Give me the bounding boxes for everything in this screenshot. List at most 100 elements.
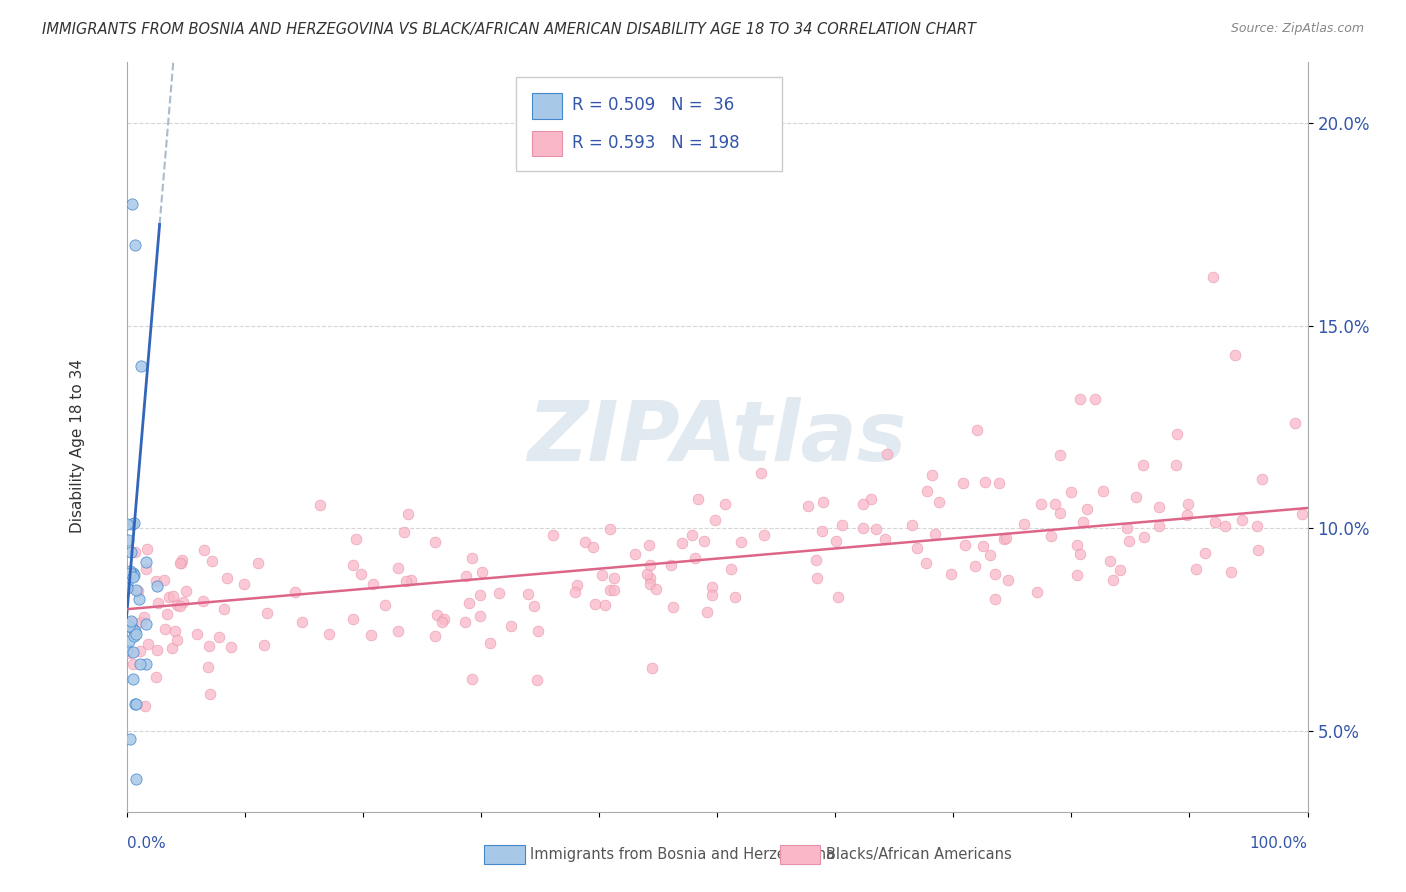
Point: [865, 522, 887, 536]
Point: [1066, 538, 1088, 552]
Point: [1213, 519, 1236, 533]
Point: [454, 615, 477, 629]
Point: [751, 467, 773, 481]
Point: [350, 566, 373, 581]
Point: [638, 576, 661, 591]
Point: [128, 591, 150, 606]
Point: [574, 534, 596, 549]
Point: [169, 556, 191, 570]
Point: [972, 539, 994, 553]
Point: [852, 521, 875, 535]
Point: [219, 640, 242, 655]
Point: [115, 643, 138, 657]
Point: [118, 646, 141, 660]
Point: [541, 527, 564, 541]
Point: [526, 673, 548, 687]
Point: [901, 517, 924, 532]
Point: [318, 626, 340, 640]
Point: [120, 545, 142, 559]
Point: [1202, 270, 1225, 285]
FancyBboxPatch shape: [485, 845, 524, 864]
Text: Immigrants from Bosnia and Herzegovina: Immigrants from Bosnia and Herzegovina: [530, 847, 835, 862]
Point: [197, 659, 219, 673]
Point: [430, 615, 453, 629]
Point: [1049, 449, 1071, 463]
Point: [637, 538, 659, 552]
Point: [1125, 490, 1147, 504]
Point: [1175, 508, 1198, 523]
Text: Source: ZipAtlas.com: Source: ZipAtlas.com: [1230, 22, 1364, 36]
Point: [197, 639, 219, 653]
Point: [952, 475, 974, 490]
Point: [645, 582, 668, 596]
Point: [122, 657, 145, 671]
Point: [174, 583, 197, 598]
Point: [134, 698, 156, 713]
Point: [478, 636, 501, 650]
Point: [117, 633, 139, 648]
Point: [1066, 567, 1088, 582]
Point: [471, 565, 494, 579]
Point: [1118, 533, 1140, 548]
Point: [523, 599, 546, 613]
Point: [152, 573, 174, 587]
Point: [135, 562, 157, 576]
Point: [132, 610, 155, 624]
Text: 0.0%: 0.0%: [127, 836, 166, 851]
Point: [824, 533, 846, 548]
Point: [1069, 392, 1091, 406]
Point: [186, 626, 208, 640]
Point: [457, 596, 479, 610]
Point: [121, 645, 143, 659]
Point: [118, 618, 141, 632]
Point: [135, 555, 157, 569]
Point: [1230, 513, 1253, 527]
Point: [754, 528, 776, 542]
Point: [135, 657, 157, 671]
Point: [121, 615, 143, 630]
Point: [160, 641, 183, 656]
Point: [233, 576, 256, 591]
Point: [979, 548, 1001, 562]
Point: [582, 540, 605, 554]
Point: [156, 607, 179, 621]
Point: [165, 624, 187, 638]
Point: [963, 559, 986, 574]
Point: [966, 424, 988, 438]
Point: [1098, 554, 1121, 568]
Point: [591, 568, 613, 582]
Point: [953, 538, 976, 552]
Point: [125, 582, 148, 597]
Point: [145, 574, 167, 589]
Point: [1108, 563, 1130, 577]
Text: R = 0.509   N =  36: R = 0.509 N = 36: [572, 96, 734, 114]
Point: [193, 542, 215, 557]
Point: [125, 626, 148, 640]
Point: [121, 673, 143, 687]
Point: [640, 661, 662, 675]
Point: [671, 536, 693, 550]
Text: 100.0%: 100.0%: [1250, 836, 1308, 851]
Point: [461, 672, 484, 686]
Point: [905, 541, 928, 555]
Point: [527, 624, 550, 638]
Point: [284, 584, 307, 599]
Point: [921, 468, 943, 483]
Point: [124, 237, 146, 252]
Point: [342, 612, 364, 626]
Point: [122, 516, 145, 531]
Text: IMMIGRANTS FROM BOSNIA AND HERZEGOVINA VS BLACK/AFRICAN AMERICAN DISABILITY AGE : IMMIGRANTS FROM BOSNIA AND HERZEGOVINA V…: [42, 22, 976, 37]
Point: [1291, 508, 1313, 522]
Point: [309, 498, 332, 512]
Point: [1247, 542, 1270, 557]
Point: [212, 601, 235, 615]
Point: [1177, 497, 1199, 511]
Point: [121, 566, 143, 580]
Point: [153, 622, 176, 636]
Point: [599, 522, 621, 536]
Point: [1132, 458, 1154, 472]
Point: [1012, 517, 1035, 532]
Point: [1049, 506, 1071, 520]
Point: [583, 597, 606, 611]
Point: [1133, 530, 1156, 544]
